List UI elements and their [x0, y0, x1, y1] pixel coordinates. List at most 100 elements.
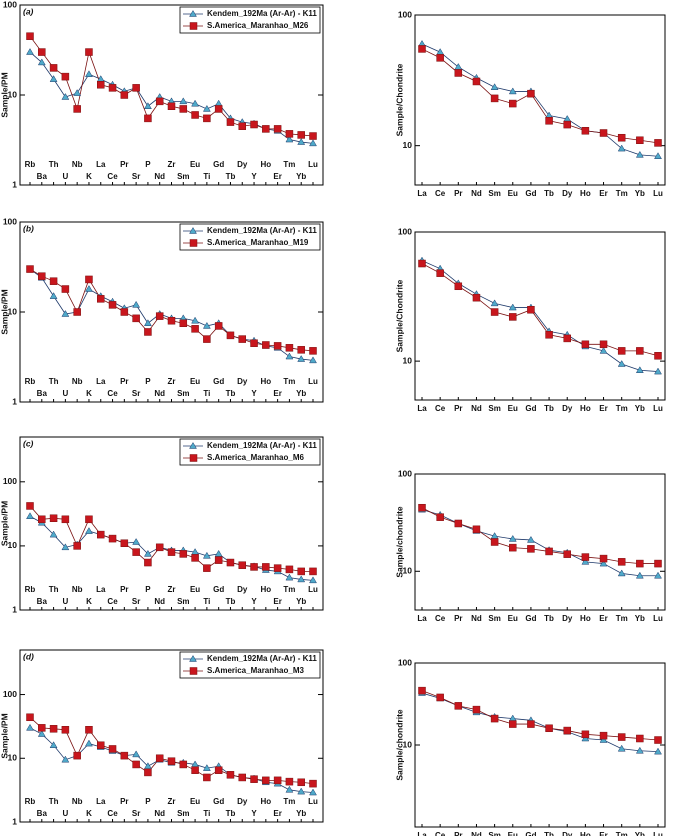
y-axis-label: Sample/PM: [0, 501, 9, 546]
square-marker: [418, 503, 426, 512]
triangle-marker: [26, 48, 34, 55]
x-tick-label: Zr: [168, 160, 176, 169]
plot-frame: [414, 231, 666, 401]
x-tick-label: U: [62, 172, 68, 181]
x-tick-label: U: [62, 597, 68, 606]
y-axis-label: Sample/Chondrite: [394, 279, 404, 352]
x-tick-label: Ba: [37, 172, 48, 181]
y-tick-label: 1: [12, 604, 17, 614]
x-tick-label: Zr: [168, 585, 176, 594]
square-marker: [61, 285, 70, 293]
square-marker: [108, 84, 117, 92]
square-marker: [273, 125, 282, 133]
triangle-marker: [61, 310, 70, 317]
square-marker: [436, 269, 444, 277]
x-tick-label: U: [62, 809, 68, 818]
square-marker: [509, 313, 517, 321]
triangle-marker: [85, 527, 93, 534]
x-tick-label: Tm: [283, 585, 295, 594]
x-tick-label: Lu: [653, 614, 663, 623]
x-tick-label: Nd: [154, 809, 165, 818]
triangle-marker: [490, 83, 499, 90]
series-line: [421, 507, 658, 564]
panel-label: (b): [23, 223, 34, 233]
x-tick-label: K: [86, 597, 92, 606]
square-marker: [509, 543, 517, 552]
square-marker: [563, 550, 571, 558]
square-marker: [472, 705, 481, 714]
x-tick-label: Ce: [107, 809, 118, 818]
x-tick-label: Tb: [226, 597, 236, 606]
square-marker: [490, 94, 499, 103]
triangle-marker: [436, 48, 445, 55]
square-marker: [26, 502, 34, 510]
x-tick-label: Sm: [488, 831, 500, 836]
x-tick-label: Gd: [525, 404, 536, 413]
x-tick-label: La: [417, 831, 427, 836]
x-tick-label: Ti: [203, 809, 210, 818]
square-marker: [599, 129, 608, 137]
x-tick-label: Nb: [72, 377, 83, 386]
triangle-marker: [49, 741, 58, 749]
x-tick-label: Zr: [168, 377, 176, 386]
legend-marker: [189, 667, 198, 675]
x-tick-label: Lu: [308, 797, 318, 806]
legend-marker: [189, 22, 198, 30]
square-marker: [581, 730, 590, 739]
x-tick-label: Th: [49, 377, 59, 386]
x-tick-label: Yb: [635, 614, 645, 623]
triangle-marker: [61, 93, 70, 100]
triangle-marker: [297, 787, 306, 795]
square-marker: [472, 77, 481, 86]
square-marker: [490, 714, 499, 723]
x-tick-label: Sm: [488, 614, 500, 623]
x-tick-label: Yb: [635, 404, 645, 413]
square-marker: [617, 558, 626, 566]
triangle-marker: [508, 303, 517, 311]
y-tick-label: 100: [398, 226, 412, 236]
square-marker: [132, 548, 140, 556]
square-marker: [108, 534, 117, 543]
triangle-marker: [26, 723, 34, 731]
x-tick-label: Nd: [154, 172, 165, 181]
square-marker: [563, 334, 571, 343]
x-tick-label: Y: [251, 172, 257, 181]
triangle-marker: [508, 87, 517, 95]
legend-box: [179, 438, 321, 466]
triangle-marker: [599, 559, 608, 567]
x-tick-label: Ho: [580, 831, 591, 836]
x-tick-label: Gd: [525, 614, 536, 623]
triangle-marker: [73, 89, 82, 96]
x-tick-label: Zr: [168, 797, 176, 806]
x-tick-label: Tm: [616, 831, 628, 836]
square-marker: [120, 308, 129, 316]
x-tick-label: Lu: [653, 189, 663, 198]
square-marker: [262, 125, 270, 133]
y-tick-label: 1: [12, 396, 17, 406]
triangle-marker: [635, 746, 644, 754]
x-tick-label: Yb: [635, 189, 645, 198]
square-marker: [527, 720, 535, 728]
x-tick-label: Sr: [132, 389, 140, 398]
triangle-marker: [143, 549, 152, 557]
square-marker: [654, 736, 662, 744]
y-tick-label: 10: [8, 306, 18, 316]
x-tick-label: Er: [599, 831, 607, 836]
y-tick-label: 10: [403, 140, 413, 150]
square-marker: [309, 347, 317, 355]
x-tick-label: Th: [49, 160, 59, 169]
x-tick-label: K: [86, 389, 92, 398]
plot-frame: [414, 473, 666, 611]
y-tick-label: 10: [8, 540, 18, 550]
square-marker: [454, 519, 463, 528]
y-tick-label: 100: [3, 0, 17, 9]
square-marker: [418, 686, 426, 695]
panel-label: (d): [23, 651, 34, 661]
square-marker: [273, 342, 282, 350]
square-marker: [191, 325, 199, 333]
legend-label: S.America_Maranhao_M6: [207, 453, 304, 462]
series-line: [421, 48, 659, 144]
triangle-marker: [143, 102, 152, 109]
x-tick-label: Lu: [308, 160, 318, 169]
square-marker: [436, 513, 444, 521]
